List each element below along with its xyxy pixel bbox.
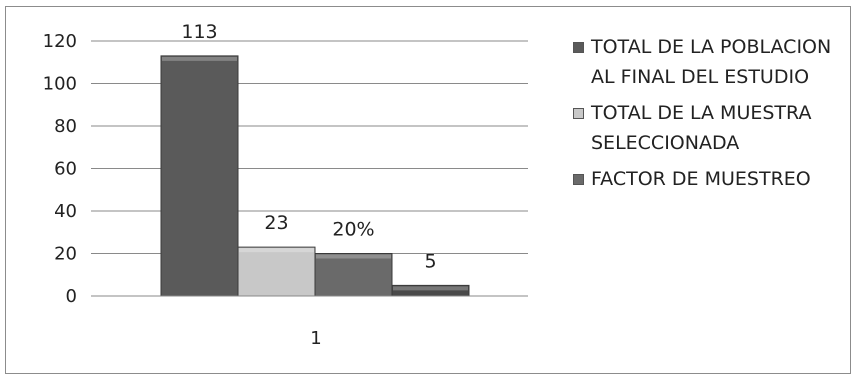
- bar-highlight: [316, 254, 391, 259]
- legend-label-muestra: TOTAL DE LA MUESTRA SELECCIONADA: [591, 102, 812, 154]
- bar-highlight: [239, 248, 314, 253]
- legend-item-muestra: TOTAL DE LA MUESTRA SELECCIONADA: [573, 98, 843, 158]
- legend-item-poblacion: TOTAL DE LA POBLACION AL FINAL DEL ESTUD…: [573, 32, 843, 92]
- y-tick-label: 60: [54, 159, 77, 180]
- legend-swatch-factor: [573, 174, 584, 185]
- data-label: 113: [181, 21, 217, 43]
- bar-highlight: [393, 286, 468, 291]
- bar-0: [160, 55, 239, 297]
- y-axis-ticks: 0 20 40 60 80 100 120: [43, 31, 97, 307]
- y-tick-label: 80: [54, 116, 77, 137]
- legend-label-poblacion: TOTAL DE LA POBLACION AL FINAL DEL ESTUD…: [591, 36, 832, 88]
- x-category-label: 1: [310, 328, 321, 349]
- legend-label-factor: FACTOR DE MUESTREO: [591, 168, 811, 190]
- bars: [160, 55, 470, 297]
- data-label: 23: [264, 212, 288, 234]
- legend-swatch-muestra: [573, 108, 584, 119]
- legend: TOTAL DE LA POBLACION AL FINAL DEL ESTUD…: [573, 32, 843, 200]
- y-tick-label: 120: [43, 31, 77, 52]
- legend-swatch-poblacion: [573, 42, 584, 53]
- legend-item-factor: FACTOR DE MUESTREO: [573, 164, 843, 194]
- chart-frame: [5, 6, 851, 374]
- y-tick-label: 20: [54, 244, 77, 265]
- y-tick-label: 100: [43, 74, 77, 95]
- y-tick-label: 40: [54, 201, 77, 222]
- bar-highlight: [162, 56, 237, 61]
- y-tick-label: 0: [66, 286, 77, 307]
- data-labels: 113 23 20% 5: [181, 21, 436, 273]
- data-label: 5: [424, 250, 436, 272]
- data-label: 20%: [332, 219, 374, 241]
- bar-1: [237, 246, 316, 297]
- bar-2: [314, 253, 393, 297]
